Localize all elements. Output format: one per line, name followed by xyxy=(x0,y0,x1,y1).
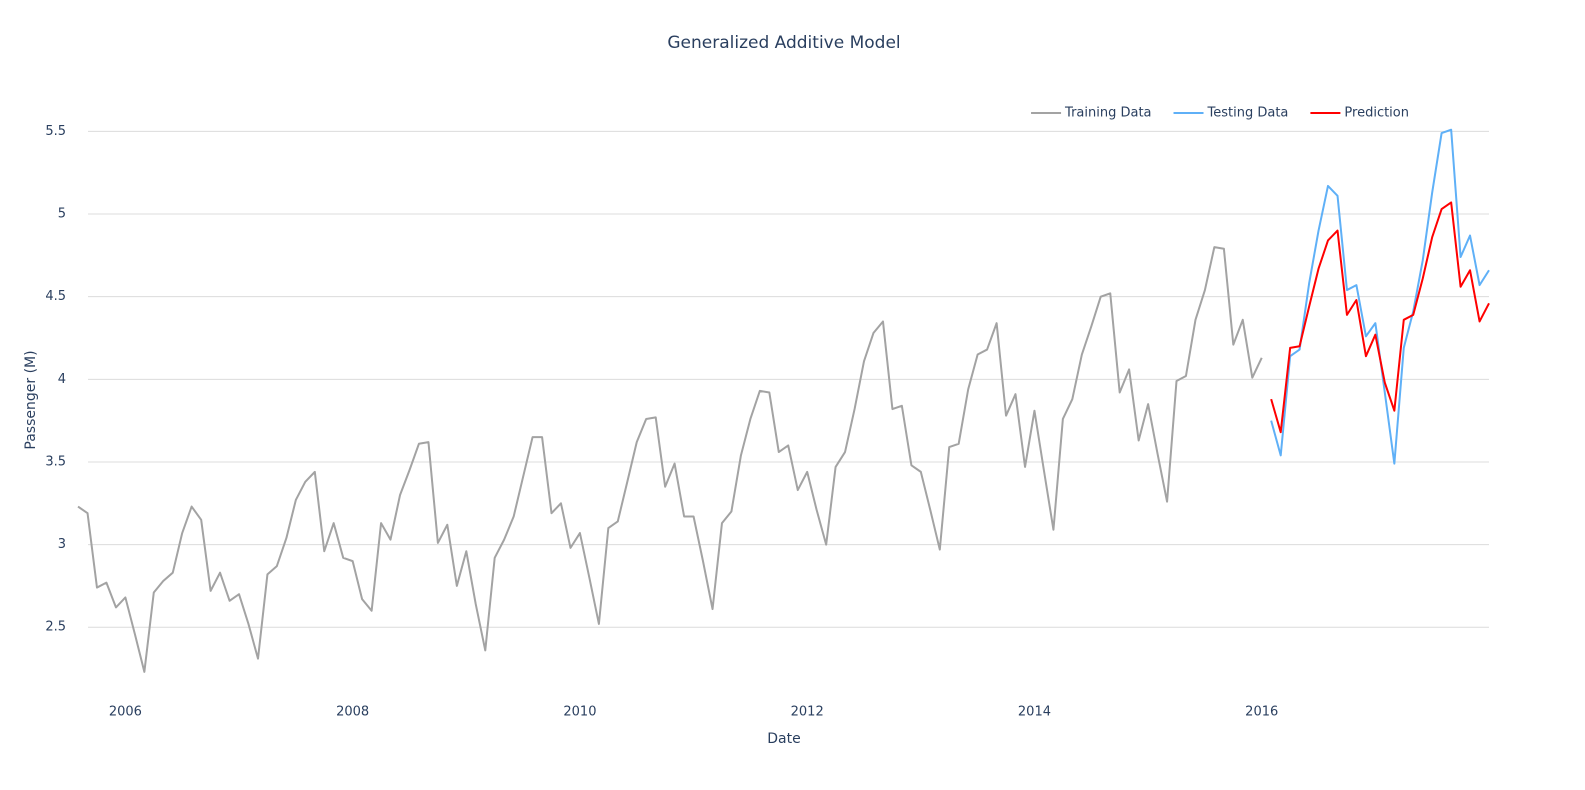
legend: Training Data Testing Data Prediction xyxy=(1031,106,1409,121)
legend-item: Prediction xyxy=(1310,106,1409,121)
series-line xyxy=(1270,201,1490,434)
legend-label: Testing Data xyxy=(1207,106,1289,121)
x-tick-label: 2006 xyxy=(109,705,142,720)
y-axis-title: Passenger (M) xyxy=(23,350,39,449)
series-line xyxy=(77,246,1263,673)
y-tick-label: 4 xyxy=(58,372,66,387)
x-tick-label: 2008 xyxy=(336,705,369,720)
y-tick-label: 2.5 xyxy=(45,620,66,635)
chart-title: Generalized Additive Model xyxy=(667,33,900,53)
x-tick-label: 2012 xyxy=(791,705,824,720)
y-tick-label: 5.5 xyxy=(45,124,66,139)
y-tick-label: 3 xyxy=(58,537,66,552)
x-tick-label: 2010 xyxy=(563,705,596,720)
x-tick-label: 2016 xyxy=(1245,705,1278,720)
legend-label: Training Data xyxy=(1064,106,1151,121)
y-tick-label: 5 xyxy=(58,207,66,222)
y-tick-label: 4.5 xyxy=(45,289,66,304)
legend-label: Prediction xyxy=(1344,106,1409,121)
grid: 2.5 3 3.5 4 4.5 5 5.5 2006 2008 2010 2012 2014 2016 xyxy=(45,124,1489,720)
x-axis-title: Date xyxy=(767,731,800,747)
legend-item: Training Data xyxy=(1031,106,1152,121)
y-tick-label: 3.5 xyxy=(45,454,66,469)
plot-area xyxy=(77,128,1490,673)
legend-item: Testing Data xyxy=(1173,106,1289,121)
x-tick-label: 2014 xyxy=(1018,705,1051,720)
